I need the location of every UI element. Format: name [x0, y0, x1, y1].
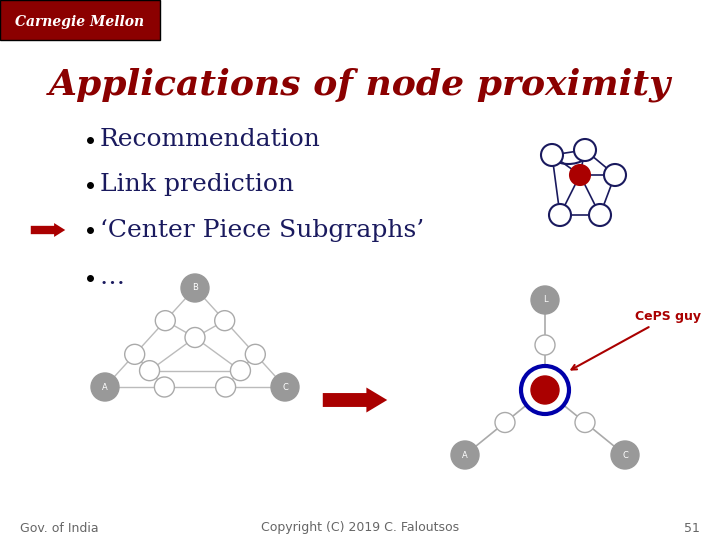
Text: C: C: [622, 450, 628, 460]
Text: Link prediction: Link prediction: [100, 173, 294, 197]
FancyBboxPatch shape: [0, 0, 160, 40]
Circle shape: [451, 441, 479, 469]
Text: …: …: [100, 267, 125, 289]
Text: Carnegie Mellon: Carnegie Mellon: [15, 15, 145, 29]
Circle shape: [574, 139, 596, 161]
Circle shape: [91, 373, 119, 401]
Circle shape: [611, 441, 639, 469]
Text: Recommendation: Recommendation: [100, 129, 321, 152]
Circle shape: [215, 377, 235, 397]
Circle shape: [604, 164, 626, 186]
Circle shape: [521, 366, 569, 414]
Circle shape: [575, 413, 595, 433]
Text: 51: 51: [684, 522, 700, 535]
Circle shape: [535, 335, 555, 355]
Circle shape: [589, 204, 611, 226]
Text: L: L: [543, 295, 547, 305]
Circle shape: [156, 310, 175, 330]
FancyArrowPatch shape: [31, 223, 66, 237]
Text: Copyright (C) 2019 C. Faloutsos: Copyright (C) 2019 C. Faloutsos: [261, 522, 459, 535]
Circle shape: [541, 144, 563, 166]
Text: A: A: [462, 450, 468, 460]
Text: B: B: [192, 284, 198, 293]
Circle shape: [125, 345, 145, 364]
Text: Gov. of India: Gov. of India: [20, 522, 99, 535]
Circle shape: [531, 376, 559, 404]
Circle shape: [495, 413, 515, 433]
Circle shape: [549, 204, 571, 226]
Text: A: A: [102, 382, 108, 392]
Circle shape: [230, 361, 251, 381]
FancyArrowPatch shape: [323, 388, 387, 413]
Text: C: C: [282, 382, 288, 392]
Circle shape: [154, 377, 174, 397]
Circle shape: [215, 310, 235, 330]
Circle shape: [531, 286, 559, 314]
Text: CePS guy: CePS guy: [572, 310, 701, 369]
Circle shape: [181, 274, 209, 302]
Circle shape: [140, 361, 160, 381]
Circle shape: [271, 373, 299, 401]
Circle shape: [570, 165, 590, 185]
Circle shape: [246, 345, 265, 364]
Text: ‘Center Piece Subgraphs’: ‘Center Piece Subgraphs’: [100, 219, 424, 241]
Circle shape: [185, 327, 205, 348]
Text: Applications of node proximity: Applications of node proximity: [49, 68, 671, 102]
